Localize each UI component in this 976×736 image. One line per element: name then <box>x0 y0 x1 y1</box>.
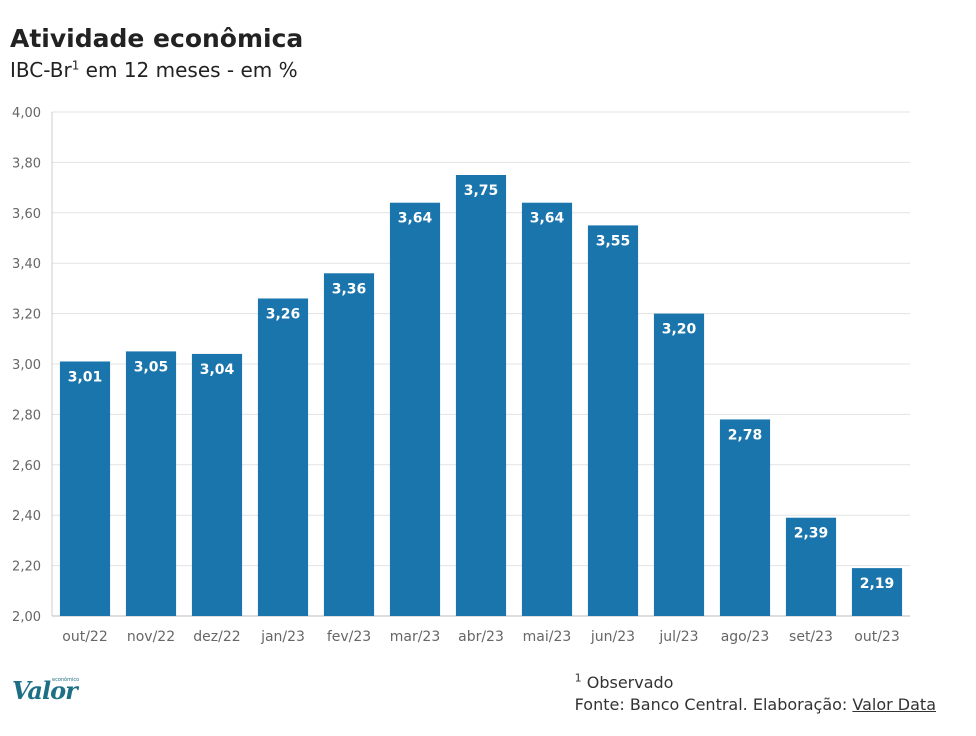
x-tick-label: set/23 <box>789 629 833 645</box>
y-tick-label: 2,60 <box>12 459 41 474</box>
bar-abr-23 <box>455 175 507 616</box>
x-tick-label: nov/22 <box>127 629 175 645</box>
bar-value-label: 3,64 <box>530 211 565 227</box>
source-text: Fonte: Banco Central. Elaboração: <box>574 695 853 714</box>
bar-mar-23 <box>389 202 441 616</box>
bar-out-22 <box>59 361 111 616</box>
subtitle-footnote-marker: 1 <box>71 58 80 73</box>
y-tick-label: 2,00 <box>12 610 41 625</box>
source-link[interactable]: Valor Data <box>852 695 936 714</box>
chart-bar-labels: 3,01 3,05 3,04 3,26 3,36 3,64 3,75 3,64 3,55 3,20… <box>68 183 895 592</box>
bar-nov-22 <box>125 351 177 616</box>
bar-value-label: 3,01 <box>68 369 103 385</box>
x-tick-label: out/22 <box>62 629 107 645</box>
bar-value-label: 3,75 <box>464 183 499 199</box>
subtitle-suffix: em 12 meses - em % <box>79 58 298 82</box>
bar-value-label: 3,64 <box>398 211 433 227</box>
bar-dez-22 <box>191 353 243 616</box>
bar-set-23 <box>785 517 837 616</box>
bar-jun-23 <box>587 225 639 616</box>
bar-out-23 <box>851 568 903 616</box>
subtitle-prefix: IBC-Br <box>10 58 72 82</box>
bar-ago-23 <box>719 419 771 616</box>
y-tick-label: 2,20 <box>12 560 41 575</box>
bar-value-label: 3,26 <box>266 306 301 322</box>
bar-value-label: 3,04 <box>200 362 235 378</box>
chart-footer: 1 Observado Fonte: Banco Central. Elabor… <box>575 672 936 716</box>
x-tick-label: out/23 <box>854 629 899 645</box>
x-tick-label: jul/23 <box>658 629 698 645</box>
bar-value-label: 2,78 <box>728 427 763 443</box>
chart-title: Atividade econômica <box>10 24 304 53</box>
bar-value-label: 3,36 <box>332 281 367 297</box>
y-tick-label: 2,80 <box>12 408 41 423</box>
x-tick-label: mar/23 <box>390 629 441 645</box>
bar-fev-23 <box>323 273 375 616</box>
footnote-marker: 1 <box>574 671 582 685</box>
valor-logo-subtext: econômico <box>52 677 80 683</box>
chart-subtitle: IBC-Br1 em 12 meses - em % <box>10 58 298 82</box>
y-tick-label: 3,60 <box>12 207 41 222</box>
bar-value-label: 2,39 <box>794 526 829 542</box>
bar-jan-23 <box>257 298 309 616</box>
y-tick-label: 3,20 <box>12 308 41 323</box>
chart-y-ticks: 2,00 2,20 2,40 2,60 2,80 3,00 3,20 3,40 3,60 3,80… <box>12 106 41 625</box>
y-tick-label: 3,40 <box>12 257 41 272</box>
bar-mai-23 <box>521 202 573 616</box>
y-tick-label: 3,80 <box>12 156 41 171</box>
source-line: Fonte: Banco Central. Elaboração: Valor … <box>575 694 936 716</box>
x-tick-label: dez/22 <box>193 629 240 645</box>
y-tick-label: 4,00 <box>12 106 41 121</box>
x-tick-label: abr/23 <box>458 629 504 645</box>
y-tick-label: 2,40 <box>12 509 41 524</box>
footnote: 1 Observado <box>575 672 936 694</box>
y-tick-label: 3,00 <box>12 358 41 373</box>
bar-chart: 3,01 3,05 3,04 3,26 3,36 3,64 3,75 3,64 3,55 3,20… <box>12 106 910 645</box>
x-tick-label: fev/23 <box>327 629 371 645</box>
x-tick-label: ago/23 <box>721 629 770 645</box>
valor-logo: Valor <box>12 676 78 705</box>
chart-bars <box>59 175 903 616</box>
chart-x-ticks: out/22 nov/22 dez/22 jan/23 fev/23 mar/23 abr/… <box>62 629 899 645</box>
bar-value-label: 3,20 <box>662 322 697 338</box>
x-tick-label: mai/23 <box>523 629 572 645</box>
bar-value-label: 2,19 <box>860 576 895 592</box>
bar-value-label: 3,55 <box>596 233 631 249</box>
bar-value-label: 3,05 <box>134 359 169 375</box>
x-tick-label: jan/23 <box>260 629 305 645</box>
bar-jul-23 <box>653 313 705 616</box>
footnote-text: Observado <box>581 673 674 692</box>
x-tick-label: jun/23 <box>590 629 635 645</box>
